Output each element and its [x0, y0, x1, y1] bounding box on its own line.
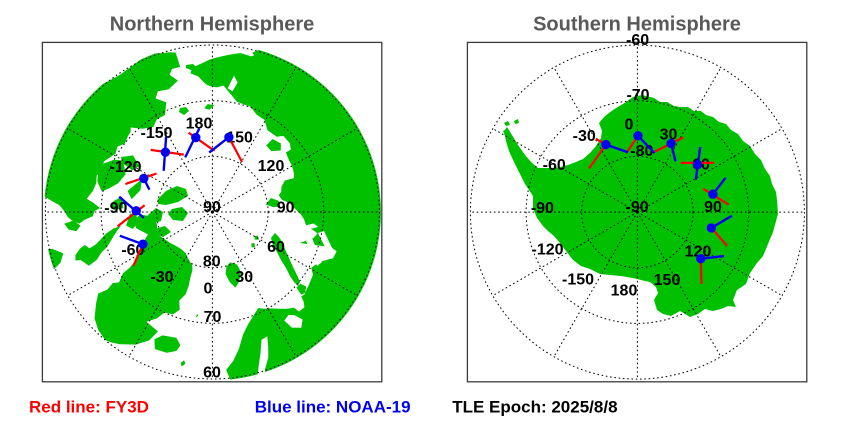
svg-text:0: 0: [204, 281, 213, 298]
svg-text:TLE Epoch: 2025/8/8: TLE Epoch: 2025/8/8: [452, 398, 617, 417]
svg-text:Red line: FY3D: Red line: FY3D: [29, 398, 149, 417]
svg-text:180: 180: [611, 283, 638, 300]
svg-text:60: 60: [267, 239, 285, 256]
svg-text:80: 80: [203, 254, 221, 271]
svg-text:60: 60: [203, 365, 221, 382]
svg-text:90: 90: [704, 199, 722, 216]
svg-text:150: 150: [226, 129, 253, 146]
svg-text:70: 70: [204, 309, 222, 326]
svg-text:90: 90: [203, 199, 221, 216]
svg-text:90: 90: [277, 200, 295, 217]
svg-text:-80: -80: [630, 143, 653, 160]
svg-text:150: 150: [654, 272, 681, 289]
svg-text:-60: -60: [543, 157, 566, 174]
svg-text:-90: -90: [626, 199, 649, 216]
svg-text:Northern Hemisphere: Northern Hemisphere: [110, 13, 315, 35]
svg-text:120: 120: [258, 158, 285, 175]
svg-text:-30: -30: [150, 269, 173, 286]
svg-text:-150: -150: [562, 272, 594, 289]
svg-text:0: 0: [625, 117, 634, 134]
svg-text:-60: -60: [626, 32, 649, 49]
svg-text:-30: -30: [573, 128, 596, 145]
svg-text:30: 30: [235, 269, 253, 286]
svg-text:-90: -90: [104, 200, 127, 217]
svg-text:-120: -120: [531, 242, 563, 259]
svg-text:-70: -70: [626, 87, 649, 104]
svg-text:Blue line: NOAA-19: Blue line: NOAA-19: [255, 398, 411, 417]
svg-text:Southern Hemisphere: Southern Hemisphere: [533, 13, 741, 35]
svg-text:-90: -90: [531, 200, 554, 217]
svg-text:-150: -150: [140, 125, 172, 142]
svg-text:-120: -120: [109, 159, 141, 176]
svg-text:180: 180: [186, 116, 213, 133]
